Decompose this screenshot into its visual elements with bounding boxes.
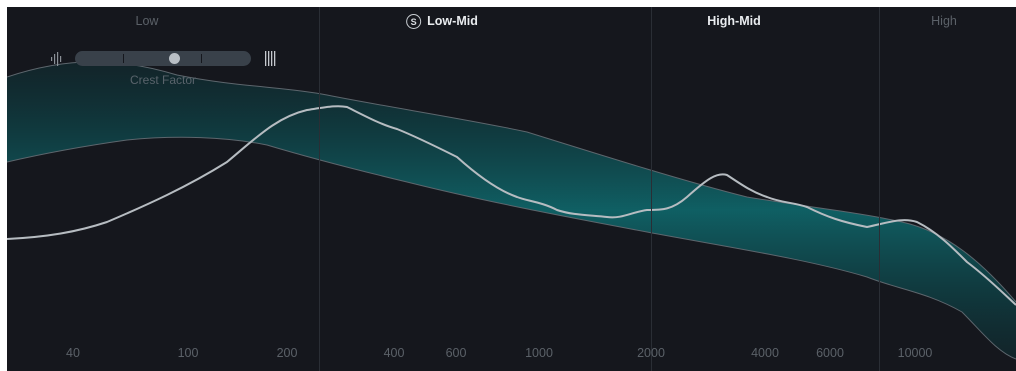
spectrum-curve [7, 105, 1016, 306]
target-band [7, 61, 1016, 360]
freq-tick-label: 1000 [525, 346, 553, 360]
freq-tick-label: 600 [445, 346, 467, 360]
band-label-text: High [931, 14, 957, 28]
freq-tick-label: 100 [177, 346, 199, 360]
band-divider-3[interactable] [879, 7, 880, 371]
target-band-upper-edge [7, 61, 1016, 303]
band-divider-1[interactable] [319, 7, 320, 371]
crest-factor-control: Crest Factor [47, 49, 287, 91]
slider-tick [123, 54, 124, 63]
band-header: Low S Low-Mid High-Mid High [7, 7, 1016, 33]
band-label-low-mid[interactable]: S Low-Mid [406, 14, 478, 30]
freq-tick-label: 40 [66, 346, 80, 360]
freq-tick-label: 400 [383, 346, 405, 360]
band-divider-2[interactable] [651, 7, 652, 371]
freq-tick-label: 6000 [816, 346, 844, 360]
spectrum-graph [7, 61, 1016, 360]
solo-icon[interactable]: S [406, 14, 422, 30]
band-label-high-mid[interactable]: High-Mid [707, 14, 760, 28]
spectrum-panel[interactable]: Low S Low-Mid High-Mid High Cr [7, 7, 1016, 371]
freq-tick-label: 4000 [751, 346, 779, 360]
slider-tick [201, 54, 202, 63]
crest-factor-slider[interactable] [75, 51, 251, 66]
dense-bars-icon[interactable] [264, 51, 278, 66]
freq-tick-label: 10000 [897, 346, 933, 360]
band-label-low[interactable]: Low [136, 14, 159, 28]
target-band-lower-edge [7, 136, 1016, 360]
crest-factor-label: Crest Factor [129, 73, 196, 87]
sparse-bars-icon[interactable] [50, 52, 64, 66]
band-label-text: Low-Mid [427, 14, 478, 28]
band-label-text: High-Mid [707, 14, 761, 28]
freq-tick-label: 200 [276, 346, 298, 360]
slider-knob[interactable] [169, 53, 181, 64]
freq-tick-label: 2000 [637, 346, 665, 360]
band-label-text: Low [135, 14, 159, 28]
band-label-high[interactable]: High [931, 14, 957, 28]
